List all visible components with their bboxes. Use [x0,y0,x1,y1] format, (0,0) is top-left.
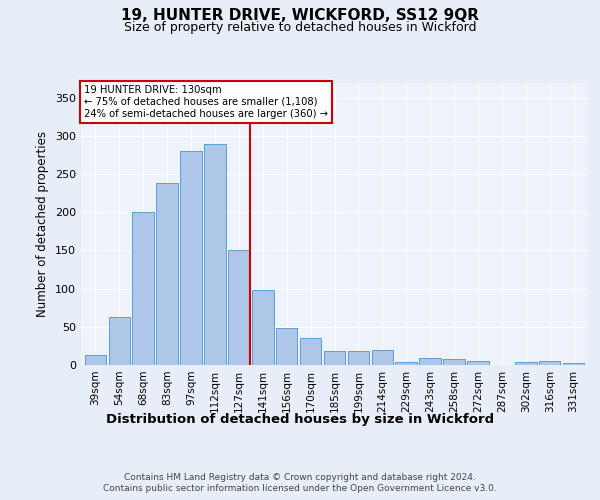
Bar [467,361,489,365]
Bar [228,250,250,365]
Bar [539,361,560,365]
Bar [347,352,369,365]
Text: 19, HUNTER DRIVE, WICKFORD, SS12 9QR: 19, HUNTER DRIVE, WICKFORD, SS12 9QR [121,8,479,22]
Bar [563,362,584,365]
Bar [276,328,298,365]
Bar [300,338,322,365]
Bar [395,362,417,365]
Y-axis label: Number of detached properties: Number of detached properties [37,130,49,317]
Bar [324,352,345,365]
Text: Size of property relative to detached houses in Wickford: Size of property relative to detached ho… [124,21,476,34]
Text: Distribution of detached houses by size in Wickford: Distribution of detached houses by size … [106,412,494,426]
Text: Contains HM Land Registry data © Crown copyright and database right 2024.: Contains HM Land Registry data © Crown c… [124,472,476,482]
Bar [180,151,202,365]
Bar [157,184,178,365]
Bar [443,359,465,365]
Bar [419,358,441,365]
Text: Contains public sector information licensed under the Open Government Licence v3: Contains public sector information licen… [103,484,497,493]
Bar [204,144,226,365]
Bar [515,362,536,365]
Bar [252,290,274,365]
Bar [109,317,130,365]
Text: 19 HUNTER DRIVE: 130sqm
← 75% of detached houses are smaller (1,108)
24% of semi: 19 HUNTER DRIVE: 130sqm ← 75% of detache… [83,86,328,118]
Bar [133,212,154,365]
Bar [85,355,106,365]
Bar [371,350,393,365]
